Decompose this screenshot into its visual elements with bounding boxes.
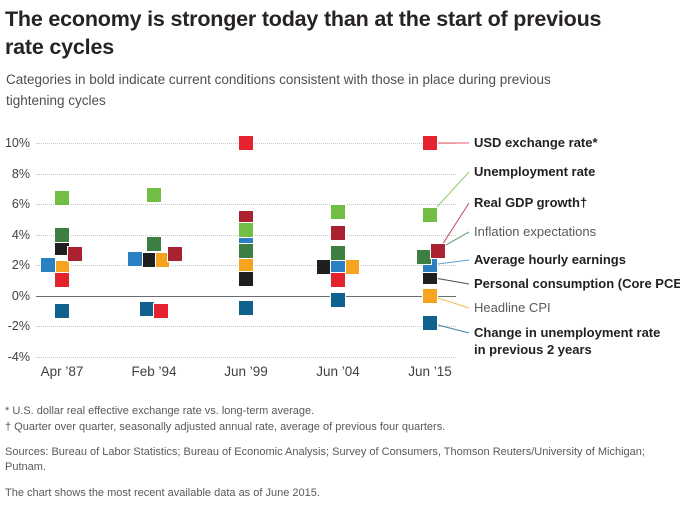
page-title: The economy is stronger today than at th…	[5, 7, 602, 59]
legend-label-usd-exchange-rate: USD exchange rate*	[474, 135, 598, 150]
data-point-personal-consumption-core-pce	[141, 253, 155, 268]
footnote-asterisk: * U.S. dollar real effective exchange ra…	[5, 405, 315, 417]
data-point-inflation-expectations	[417, 250, 431, 265]
x-tick-label: Jun ’99	[224, 364, 268, 379]
data-point-average-hourly-earnings	[128, 251, 142, 266]
data-point-usd-exchange-rate	[154, 303, 168, 318]
leader-line-unemployment-rate	[429, 171, 470, 216]
legend-label-unemployment-rate: Unemployment rate	[474, 164, 596, 179]
data-point-usd-exchange-rate	[239, 136, 253, 150]
data-point-headline-cpi	[155, 253, 169, 268]
y-tick-label: -4%	[7, 349, 30, 364]
legend-label-inflation-expectations: Inflation expectations	[474, 224, 597, 239]
data-point-usd-exchange-rate	[423, 136, 437, 150]
footnote-dagger: † Quarter over quarter, seasonally adjus…	[5, 421, 446, 433]
data-point-average-hourly-earnings	[41, 258, 55, 272]
gridline	[36, 326, 456, 327]
data-point-inflation-expectations	[239, 244, 253, 259]
x-tick-label: Apr ’87	[40, 364, 84, 379]
legend-label-real-gdp-growth: Real GDP growth†	[474, 195, 588, 210]
data-point-personal-consumption-core-pce	[423, 270, 437, 285]
data-point-average-hourly-earnings	[239, 233, 253, 248]
data-point-change-in-unemployment-rate-in-previous-2-years	[55, 303, 69, 318]
y-tick-label: 6%	[11, 197, 30, 211]
data-point-unemployment-rate	[147, 187, 161, 202]
y-tick-label: 0%	[11, 288, 30, 303]
data-point-unemployment-rate	[55, 190, 69, 205]
data-point-unemployment-rate	[423, 207, 437, 222]
y-tick-label: 10%	[4, 136, 30, 150]
data-point-personal-consumption-core-pce	[317, 259, 331, 274]
y-tick-label: 2%	[11, 258, 30, 272]
data-point-real-gdp-growth	[68, 247, 82, 262]
data-point-headline-cpi	[345, 259, 359, 274]
gridline	[36, 356, 456, 358]
data-point-personal-consumption-core-pce	[55, 241, 69, 256]
data-point-unemployment-rate	[239, 222, 253, 237]
x-tick-label: Feb ’94	[131, 364, 177, 379]
data-point-inflation-expectations	[55, 227, 69, 242]
data-point-inflation-expectations	[331, 245, 345, 260]
gridline	[36, 204, 456, 205]
data-point-change-in-unemployment-rate-in-previous-2-years	[239, 300, 253, 315]
y-tick-label: 8%	[11, 166, 30, 181]
data-point-average-hourly-earnings	[331, 259, 345, 274]
data-point-real-gdp-growth	[168, 247, 182, 262]
data-point-change-in-unemployment-rate-in-previous-2-years	[331, 293, 345, 308]
x-tick-label: Jun ’04	[316, 364, 360, 379]
data-point-headline-cpi	[239, 258, 253, 272]
legend-label-average-hourly-earnings: Average hourly earnings	[474, 252, 626, 267]
data-point-usd-exchange-rate	[55, 273, 69, 288]
legend-label-headline-cpi: Headline CPI	[474, 300, 551, 315]
leader-line-real-gdp-growth	[437, 202, 470, 252]
data-point-real-gdp-growth	[239, 210, 253, 225]
data-point-change-in-unemployment-rate-in-previous-2-years	[140, 302, 154, 317]
data-point-real-gdp-growth	[331, 225, 345, 240]
legend-label-personal-consumption-core-pce: Personal consumption (Core PCE)	[474, 276, 680, 291]
gridline	[36, 173, 456, 175]
legend-label-change-in-unemployment-rate-in-previous-2-years: Change in unemployment rate in previous …	[474, 325, 661, 357]
data-point-headline-cpi	[423, 288, 437, 303]
data-point-personal-consumption-core-pce	[239, 271, 253, 286]
x-tick-label: Jun ’15	[408, 364, 452, 379]
plot-area: 10% 8% 6% 4% 2% 0% -2% -4% Apr ’87 Feb ’94 Jun ’99…	[4, 135, 680, 379]
data-point-usd-exchange-rate	[331, 273, 345, 288]
page-subtitle: Categories in bold indicate current cond…	[6, 72, 551, 108]
y-tick-label: 4%	[11, 227, 30, 242]
data-point-real-gdp-growth	[431, 244, 445, 259]
data-point-change-in-unemployment-rate-in-previous-2-years	[423, 315, 437, 330]
zero-gridline	[36, 295, 456, 297]
data-point-headline-cpi	[55, 261, 69, 276]
data-point-unemployment-rate	[331, 204, 345, 219]
footnote-as-of: The chart shows the most recent availabl…	[5, 487, 320, 499]
data-point-inflation-expectations	[147, 236, 161, 251]
y-tick-label: -2%	[7, 319, 30, 333]
footnote-sources: Sources: Bureau of Labor Statistics; Bur…	[5, 446, 645, 473]
